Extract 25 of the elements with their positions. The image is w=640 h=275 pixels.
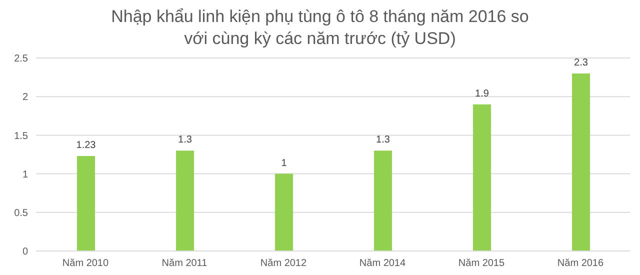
x-tick-label: Năm 2016 [557,258,604,270]
data-label: 2.3 [574,57,588,68]
x-tick-label: Năm 2015 [458,258,506,270]
bar [275,174,293,251]
data-label: 1.3 [376,134,390,146]
x-tick-label: Năm 2011 [162,258,208,270]
bar [374,150,392,251]
x-tick-label: Năm 2012 [260,258,308,270]
y-tick-label: 0.5 [14,208,28,219]
y-tick-label: 2 [22,92,28,104]
y-tick-label: 1.5 [14,130,28,142]
data-label: 1 [281,158,288,169]
x-tick-label: Năm 2010 [62,258,110,270]
y-tick-label: 1 [22,169,28,180]
bar [572,73,590,251]
data-label: 1.3 [178,134,192,146]
bar [77,156,95,251]
bar [176,150,194,251]
x-tick-label: Năm 2014 [359,258,406,270]
chart-title: Nhập khẩu linh kiện phụ tùng ô tô 8 tháng năm 2016 so với cùng kỳ các năm trước (tỷ USD) [110,6,530,50]
y-tick-label: 0 [22,246,28,258]
data-label: 1.23 [76,140,96,152]
y-tick-label: 2.5 [14,54,28,65]
bar [473,104,491,251]
data-label: 1.9 [475,88,490,100]
